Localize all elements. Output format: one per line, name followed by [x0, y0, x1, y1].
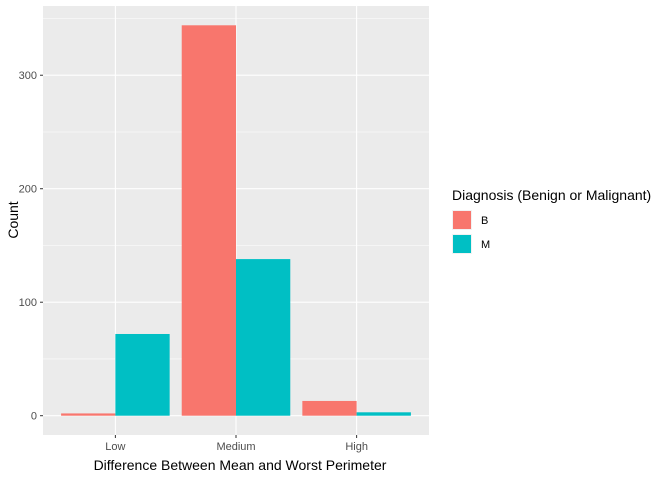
x-axis-title: Difference Between Mean and Worst Perime… — [94, 457, 387, 473]
y-tick-label: 0 — [31, 411, 37, 423]
bar-B-medium — [181, 25, 236, 416]
y-tick-label: 300 — [19, 70, 37, 82]
legend-key-B — [453, 211, 471, 229]
x-tick-label: Low — [105, 441, 125, 453]
y-axis-title: Count — [5, 201, 21, 238]
bar-B-low — [61, 413, 116, 416]
legend-title: Diagnosis (Benign or Malignant) — [452, 187, 651, 203]
y-tick-label: 100 — [19, 297, 37, 309]
x-tick-label: Medium — [216, 441, 255, 453]
legend-label-M: M — [481, 239, 490, 251]
y-axis: 0 100 200 300 — [19, 70, 43, 423]
legend-key-M — [453, 235, 471, 253]
bars — [61, 25, 411, 416]
bar-M-medium — [236, 259, 291, 416]
bar-B-high — [302, 400, 357, 416]
bar-M-low — [115, 333, 170, 416]
bar-M-high — [356, 412, 411, 416]
legend: Diagnosis (Benign or Malignant) BM — [452, 187, 651, 254]
x-tick-label: High — [345, 441, 368, 453]
legend-label-B: B — [481, 215, 488, 227]
x-axis: Low Medium High — [105, 435, 368, 453]
y-tick-label: 200 — [19, 184, 37, 196]
